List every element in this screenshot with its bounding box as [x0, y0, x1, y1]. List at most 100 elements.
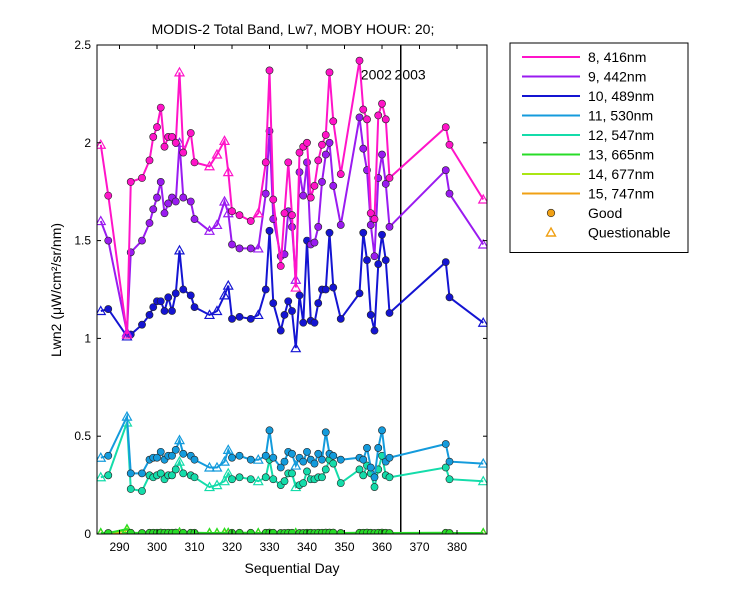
point-good-10-489nm	[145, 311, 154, 319]
point-good-9-442nm	[160, 209, 169, 218]
legend-label-14-677nm: 14, 677nm	[588, 166, 654, 182]
point-good-11-530nm	[153, 453, 161, 462]
point-good-9-442nm	[355, 113, 364, 122]
point-questionable-11-530nm	[222, 444, 234, 454]
point-questionable-13-665nm	[479, 527, 487, 534]
point-questionable-8-416nm	[477, 193, 487, 204]
point-good-9-442nm	[381, 179, 390, 188]
point-questionable-8-416nm	[211, 148, 223, 159]
point-good-8-416nm	[370, 215, 379, 223]
point-good-13-665nm	[179, 528, 188, 534]
point-good-11-530nm	[138, 469, 146, 478]
point-good-13-665nm	[336, 529, 345, 534]
y-tick-label: 1	[84, 331, 91, 345]
point-good-10-489nm	[366, 311, 375, 319]
point-questionable-13-665nm	[220, 527, 229, 534]
point-good-8-416nm	[153, 123, 161, 132]
x-tick-label: 330	[259, 540, 279, 554]
point-good-9-442nm	[186, 197, 195, 206]
point-good-8-416nm	[441, 123, 450, 132]
point-good-10-489nm	[378, 230, 386, 239]
point-good-12-547nm	[280, 477, 289, 486]
legend-label-questionable: Questionable	[588, 225, 671, 241]
point-good-9-442nm	[359, 144, 368, 153]
legend-box	[509, 42, 689, 253]
point-good-9-442nm	[370, 252, 379, 261]
point-good-10-489nm	[284, 297, 293, 306]
point-good-8-416nm	[149, 133, 158, 141]
plot-frame	[96, 44, 488, 535]
point-good-9-442nm	[325, 138, 334, 147]
annotation-2002: 2002	[361, 66, 392, 82]
y-tick-label: 1.5	[74, 234, 91, 248]
point-good-12-547nm	[318, 473, 326, 482]
x-tick-label: 370	[409, 540, 429, 554]
point-good-11-530nm	[171, 445, 180, 454]
point-questionable-12-547nm	[97, 471, 107, 482]
y-axis-label: Lwn2 (μW/cm²/sr/nm)	[48, 223, 64, 357]
y-tick-label: 0	[84, 527, 91, 541]
point-good-11-530nm	[378, 426, 386, 435]
point-questionable-11-530nm	[218, 455, 231, 466]
point-good-11-530nm	[265, 426, 274, 435]
point-good-10-489nm	[168, 307, 176, 315]
point-good-9-442nm	[441, 166, 450, 175]
point-questionable-13-665nm	[254, 527, 263, 534]
point-good-8-416nm	[381, 115, 390, 124]
point-questionable-10-489nm	[252, 309, 264, 320]
point-good-8-416nm	[295, 148, 304, 157]
point-good-13-665nm	[126, 528, 135, 534]
point-questionable-11-530nm	[121, 410, 133, 421]
point-good-11-530nm	[261, 451, 270, 460]
point-good-10-489nm	[363, 256, 371, 265]
point-good-12-547nm	[269, 475, 278, 484]
point-questionable-10-489nm	[290, 342, 302, 353]
point-good-11-530nm	[359, 455, 368, 464]
point-good-13-665nm	[104, 529, 113, 534]
point-good-8-416nm	[374, 111, 383, 120]
point-good-12-547nm	[261, 473, 270, 482]
point-good-8-416nm	[168, 133, 176, 141]
y-tick-label: 2.5	[74, 38, 91, 52]
point-good-10-489nm	[104, 305, 113, 313]
point-good-8-416nm	[321, 131, 330, 139]
x-axis-label: Sequential Day	[245, 560, 340, 576]
point-questionable-12-547nm	[203, 481, 216, 492]
point-good-10-489nm	[265, 226, 274, 235]
point-good-12-547nm	[445, 475, 454, 484]
point-good-10-489nm	[310, 318, 319, 327]
point-good-11-530nm	[318, 455, 326, 464]
point-good-11-530nm	[280, 457, 289, 466]
point-good-8-416nm	[276, 262, 285, 270]
x-tick-label: 300	[147, 540, 167, 554]
point-good-13-665nm	[329, 528, 338, 534]
point-good-11-530nm	[246, 455, 255, 464]
point-good-13-665nm	[235, 528, 244, 534]
point-good-9-442nm	[366, 221, 375, 229]
point-good-12-547nm	[235, 473, 244, 482]
point-good-9-442nm	[261, 189, 270, 198]
point-questionable-10-489nm	[222, 279, 234, 290]
point-good-8-416nm	[269, 195, 278, 204]
point-good-11-530nm	[299, 457, 308, 466]
point-good-12-547nm	[288, 469, 296, 478]
point-good-8-416nm	[179, 148, 188, 157]
point-questionable-10-489nm	[477, 317, 487, 327]
point-questionable-11-530nm	[203, 461, 216, 472]
point-questionable-12-547nm	[252, 475, 264, 486]
point-good-11-530nm	[314, 449, 323, 458]
point-good-10-489nm	[355, 289, 364, 298]
point-questionable-13-665nm	[97, 527, 105, 534]
point-good-10-489nm	[228, 314, 236, 323]
point-good-9-442nm	[190, 215, 199, 223]
point-good-10-489nm	[171, 289, 180, 298]
legend-label-15-747nm: 15, 747nm	[588, 186, 654, 202]
point-good-9-442nm	[228, 240, 236, 249]
point-questionable-9-442nm	[218, 195, 231, 206]
point-good-11-530nm	[235, 451, 244, 460]
point-good-10-489nm	[164, 293, 173, 302]
point-good-8-416nm	[246, 217, 255, 225]
point-questionable-12-547nm	[222, 467, 234, 478]
point-questionable-9-442nm	[121, 326, 133, 337]
